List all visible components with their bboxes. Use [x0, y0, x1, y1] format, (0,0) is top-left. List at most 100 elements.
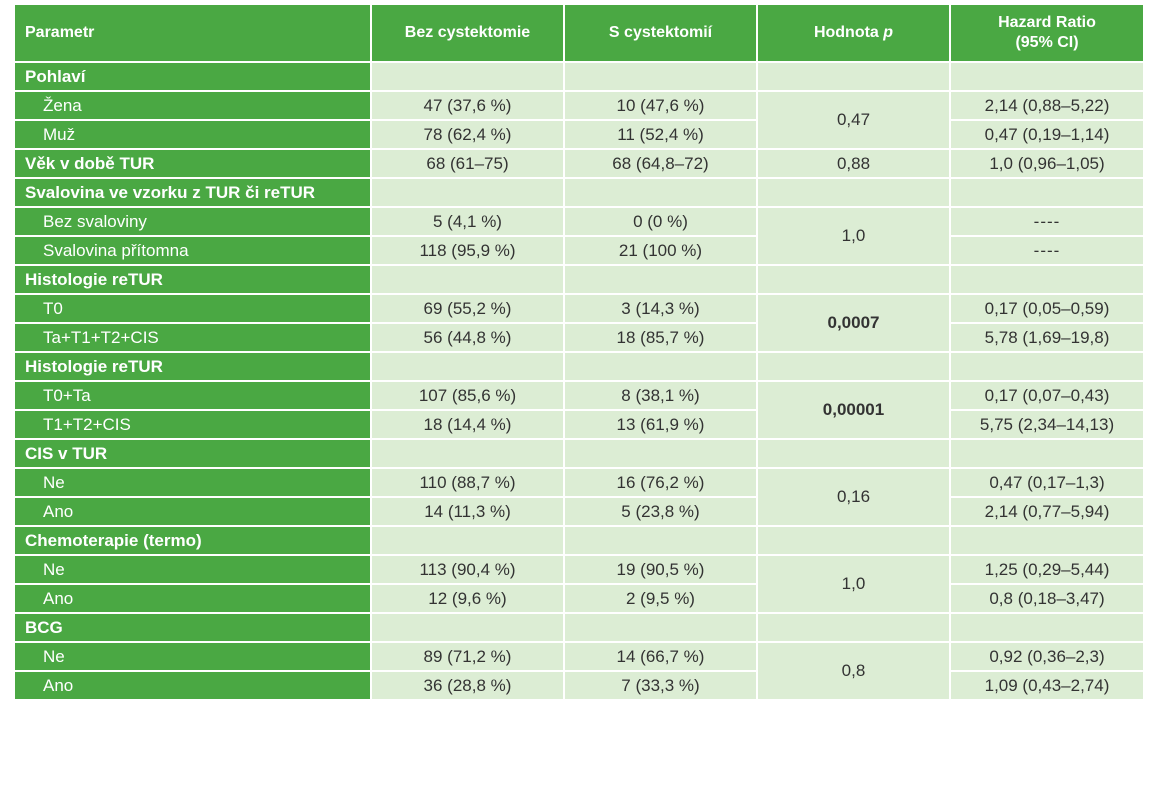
- cell-with: 0 (0 %): [563, 206, 758, 237]
- cell-with: 11 (52,4 %): [563, 119, 758, 150]
- cell-hr: 1,09 (0,43–2,74): [949, 670, 1145, 701]
- cell-with: 21 (100 %): [563, 235, 758, 266]
- row-label: Ne: [13, 467, 372, 498]
- cell-hr: ----: [949, 235, 1145, 266]
- table-row: Žena 47 (37,6 %) 10 (47,6 %) 0,47 2,14 (…: [13, 90, 1145, 150]
- section-label: Histologie reTUR: [13, 351, 372, 382]
- cell-p-value: 1,0: [756, 554, 951, 614]
- row-label: Ano: [13, 496, 372, 527]
- empty-cell: [370, 61, 565, 92]
- results-table-container: Parametr Bez cystektomie S cystektomií H…: [13, 3, 1145, 701]
- cell-with: 19 (90,5 %): [563, 554, 758, 585]
- table-row: T0+Ta 107 (85,6 %) 8 (38,1 %) 0,00001 0,…: [13, 380, 1145, 440]
- cell-hr: 0,47 (0,17–1,3): [949, 467, 1145, 498]
- table-row: Ano 12 (9,6 %) 2 (9,5 %) 0,8 (0,18–3,47): [13, 583, 1145, 614]
- cell-hr: 0,17 (0,07–0,43): [949, 380, 1145, 411]
- row-label: Žena: [13, 90, 372, 121]
- cell-hr: 5,75 (2,34–14,13): [949, 409, 1145, 440]
- cell-hr: 0,8 (0,18–3,47): [949, 583, 1145, 614]
- section-row: Věk v době TUR 68 (61–75) 68 (64,8–72) 0…: [13, 148, 1145, 179]
- empty-cell: [563, 177, 758, 208]
- cell-p-value: 0,88: [756, 148, 951, 179]
- cell-hr: 0,47 (0,19–1,14): [949, 119, 1145, 150]
- section-label: Pohlaví: [13, 61, 372, 92]
- cell-without: 89 (71,2 %): [370, 641, 565, 672]
- cell-with: 68 (64,8–72): [563, 148, 758, 179]
- cell-p-value: 1,0: [756, 206, 951, 266]
- empty-cell: [563, 264, 758, 295]
- cell-with: 8 (38,1 %): [563, 380, 758, 411]
- cell-without: 18 (14,4 %): [370, 409, 565, 440]
- header-param: Parametr: [13, 3, 372, 63]
- empty-cell: [563, 61, 758, 92]
- table-row: Svalovina přítomna 118 (95,9 %) 21 (100 …: [13, 235, 1145, 266]
- cell-hr: 1,0 (0,96–1,05): [949, 148, 1145, 179]
- cell-with: 2 (9,5 %): [563, 583, 758, 614]
- cell-with: 5 (23,8 %): [563, 496, 758, 527]
- section-row: Chemoterapie (termo): [13, 525, 1145, 556]
- empty-cell: [370, 612, 565, 643]
- empty-cell: [756, 264, 951, 295]
- empty-cell: [370, 438, 565, 469]
- section-row: Histologie reTUR: [13, 264, 1145, 295]
- row-label: Muž: [13, 119, 372, 150]
- cell-without: 107 (85,6 %): [370, 380, 565, 411]
- section-row: CIS v TUR: [13, 438, 1145, 469]
- cell-with: 16 (76,2 %): [563, 467, 758, 498]
- row-label: T1+T2+CIS: [13, 409, 372, 440]
- cell-without: 78 (62,4 %): [370, 119, 565, 150]
- empty-cell: [949, 612, 1145, 643]
- empty-cell: [756, 438, 951, 469]
- cell-without: 14 (11,3 %): [370, 496, 565, 527]
- cell-hr: 0,92 (0,36–2,3): [949, 641, 1145, 672]
- row-label: Ne: [13, 641, 372, 672]
- cell-without: 5 (4,1 %): [370, 206, 565, 237]
- header-hazard-ratio: Hazard Ratio (95% CI): [949, 3, 1145, 63]
- header-without-cystectomy: Bez cystektomie: [370, 3, 565, 63]
- cell-with: 14 (66,7 %): [563, 641, 758, 672]
- empty-cell: [756, 525, 951, 556]
- row-label: Ta+T1+T2+CIS: [13, 322, 372, 353]
- cell-with: 7 (33,3 %): [563, 670, 758, 701]
- cell-with: 18 (85,7 %): [563, 322, 758, 353]
- table-row: Ano 14 (11,3 %) 5 (23,8 %) 2,14 (0,77–5,…: [13, 496, 1145, 527]
- cell-without: 12 (9,6 %): [370, 583, 565, 614]
- cell-p-value: 0,16: [756, 467, 951, 527]
- empty-cell: [756, 177, 951, 208]
- cell-with: 3 (14,3 %): [563, 293, 758, 324]
- section-label: Věk v době TUR: [13, 148, 372, 179]
- table-row: Ne 113 (90,4 %) 19 (90,5 %) 1,0 1,25 (0,…: [13, 554, 1145, 614]
- empty-cell: [563, 438, 758, 469]
- cell-without: 118 (95,9 %): [370, 235, 565, 266]
- row-label: Svalovina přítomna: [13, 235, 372, 266]
- table-row: Ano 36 (28,8 %) 7 (33,3 %) 1,09 (0,43–2,…: [13, 670, 1145, 701]
- empty-cell: [563, 525, 758, 556]
- table-row: Ta+T1+T2+CIS 56 (44,8 %) 18 (85,7 %) 5,7…: [13, 322, 1145, 353]
- empty-cell: [370, 351, 565, 382]
- cell-with: 13 (61,9 %): [563, 409, 758, 440]
- table-row: Bez svaloviny 5 (4,1 %) 0 (0 %) 1,0 ----: [13, 206, 1145, 266]
- empty-cell: [563, 351, 758, 382]
- cell-without: 69 (55,2 %): [370, 293, 565, 324]
- cell-hr: 2,14 (0,77–5,94): [949, 496, 1145, 527]
- empty-cell: [949, 264, 1145, 295]
- table-row: T0 69 (55,2 %) 3 (14,3 %) 0,0007 0,17 (0…: [13, 293, 1145, 353]
- empty-cell: [370, 177, 565, 208]
- header-p-value: Hodnota p: [756, 3, 951, 63]
- cell-hr: 1,25 (0,29–5,44): [949, 554, 1145, 585]
- row-label: Ano: [13, 583, 372, 614]
- cell-p-value: 0,0007: [756, 293, 951, 353]
- empty-cell: [949, 61, 1145, 92]
- header-row: Parametr Bez cystektomie S cystektomií H…: [13, 3, 1145, 63]
- row-label: T0+Ta: [13, 380, 372, 411]
- row-label: Bez svaloviny: [13, 206, 372, 237]
- empty-cell: [949, 438, 1145, 469]
- table-row: Ne 110 (88,7 %) 16 (76,2 %) 0,16 0,47 (0…: [13, 467, 1145, 527]
- cell-p-value: 0,00001: [756, 380, 951, 440]
- section-label: Chemoterapie (termo): [13, 525, 372, 556]
- results-table: Parametr Bez cystektomie S cystektomií H…: [13, 3, 1145, 701]
- cell-hr: 0,17 (0,05–0,59): [949, 293, 1145, 324]
- row-label: T0: [13, 293, 372, 324]
- cell-without: 56 (44,8 %): [370, 322, 565, 353]
- cell-p-value: 0,47: [756, 90, 951, 150]
